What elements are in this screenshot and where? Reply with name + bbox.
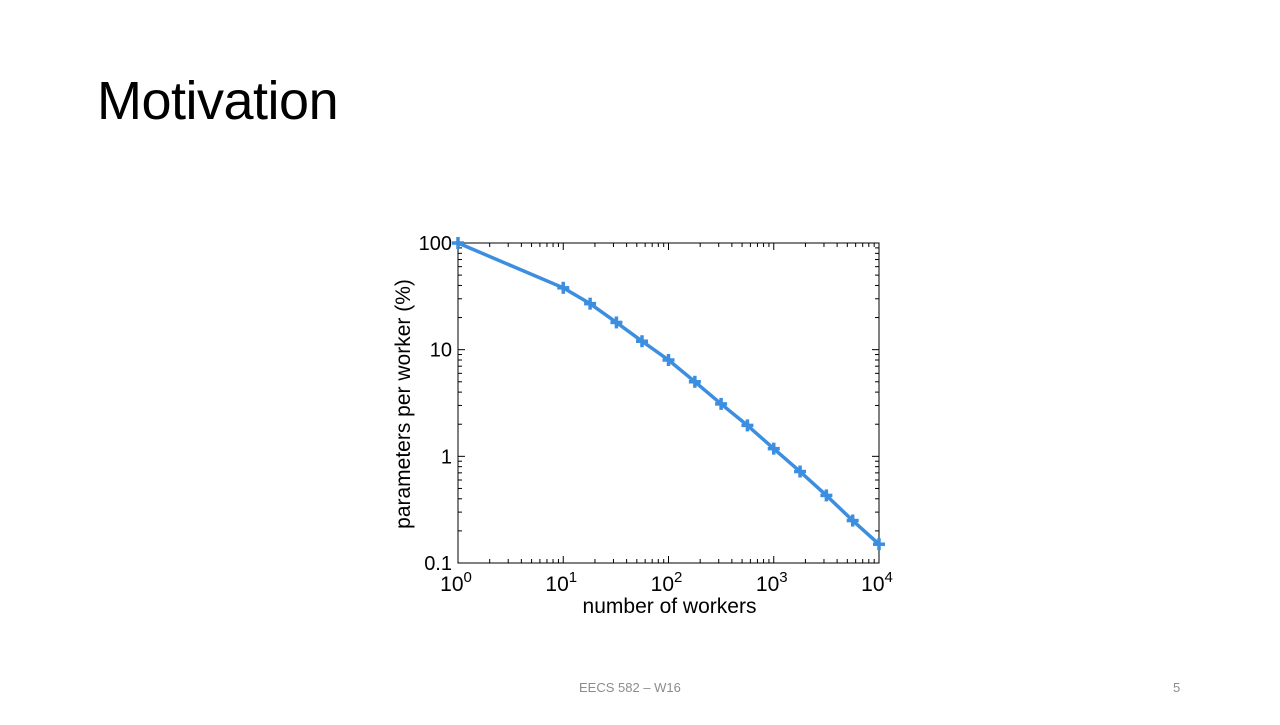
data-point: [557, 281, 570, 294]
data-point: [452, 237, 464, 249]
y-tick-label: 100: [419, 233, 452, 255]
data-point: [635, 335, 648, 348]
series-line: [457, 241, 881, 546]
data-point: [767, 442, 780, 455]
series-layer: [452, 237, 885, 551]
data-point: [584, 297, 597, 310]
data-point: [662, 354, 675, 367]
y-tick-label: 1: [441, 446, 452, 468]
plot-frame: [457, 242, 880, 564]
slide-title: Motivation: [97, 71, 339, 131]
x-tick-label: 102: [651, 569, 683, 596]
data-point: [873, 538, 885, 551]
page-number: 5: [1173, 680, 1181, 695]
x-tick-label: 103: [756, 569, 788, 596]
data-point: [741, 419, 754, 432]
data-point: [820, 489, 833, 502]
y-tick-label: 10: [430, 340, 452, 362]
data-point: [610, 316, 623, 329]
labels: 0.1 1 10 100 100 101 102 103 104 number of worker…: [392, 233, 893, 618]
data-point: [794, 465, 807, 478]
data-point: [715, 397, 728, 410]
data-point: [688, 375, 701, 388]
x-tick-label: 101: [545, 569, 577, 596]
data-point: [846, 514, 859, 527]
y-tick-label: 0.1: [424, 553, 452, 575]
axes: [457, 242, 880, 564]
y-axis-label: parameters per worker (%): [392, 279, 415, 529]
footer-course: EECS 582 – W16: [579, 680, 681, 695]
x-tick-label: 100: [440, 569, 472, 596]
x-axis-label: number of workers: [583, 595, 757, 618]
x-tick-label: 104: [861, 569, 893, 596]
